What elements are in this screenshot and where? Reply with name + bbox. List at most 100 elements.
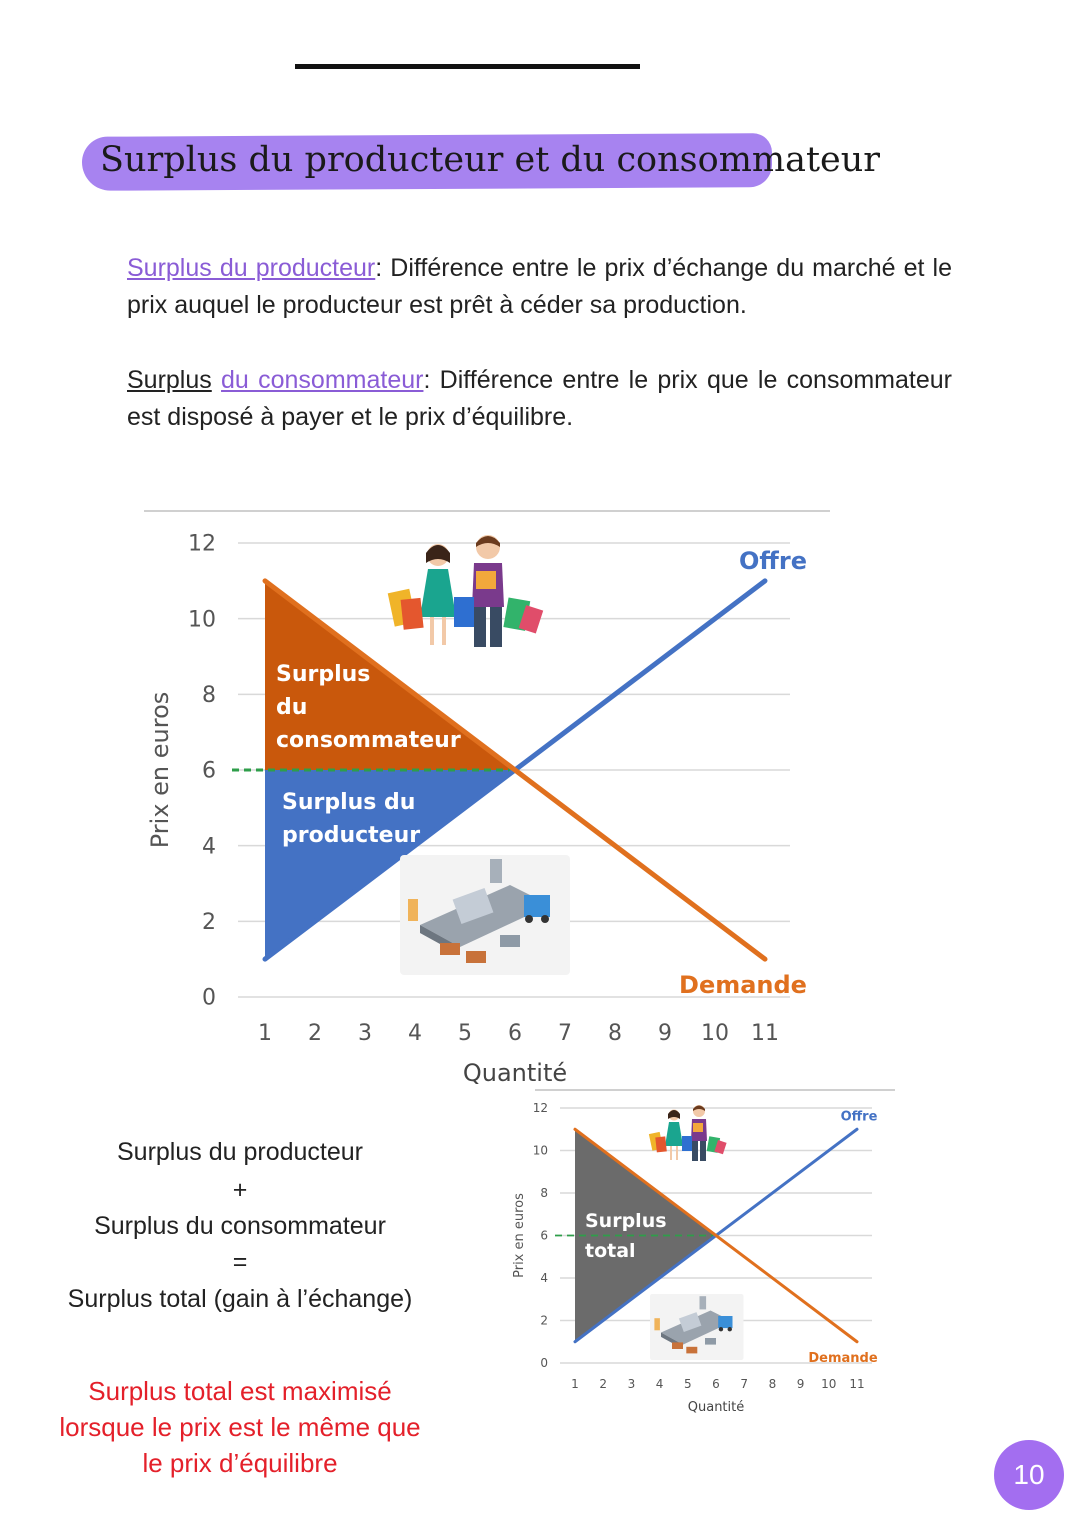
series-line-demande	[573, 1127, 859, 1344]
forklift-wheel	[525, 915, 533, 923]
x-tick-label: 7	[740, 1377, 748, 1391]
x-tick-label: 8	[608, 1021, 622, 1046]
x-tick-label: 9	[797, 1377, 805, 1391]
x-tick-label: 1	[258, 1021, 272, 1046]
area-label-line: producteur	[282, 823, 420, 848]
y-tick-label: 12	[188, 532, 216, 557]
area-label-line: Surplus	[276, 662, 370, 687]
forklift	[524, 895, 550, 917]
conveyor-belt	[661, 1310, 733, 1345]
x-tick-label: 11	[849, 1377, 864, 1391]
conclusion: Surplus total est maximisé lorsque le pr…	[40, 1373, 440, 1481]
y-tick-label: 2	[540, 1314, 548, 1328]
crate	[672, 1342, 683, 1349]
y-axis-label: Prix en euros	[512, 1193, 527, 1278]
consumer-term-2: du consommateur	[221, 366, 424, 394]
man-leg	[692, 1141, 698, 1161]
producer-definition: Surplus du producteur: Différence entre …	[127, 250, 952, 324]
series-label-offre: Offre	[841, 1109, 878, 1124]
series-line-demande	[262, 578, 768, 962]
man-leg	[490, 607, 502, 647]
bag-pink	[714, 1140, 727, 1155]
bag-red	[400, 597, 424, 630]
crate	[440, 943, 460, 955]
conclusion-line-2: lorsque le prix est le même que	[59, 1412, 421, 1442]
consumer-term-1: Surplus	[127, 366, 212, 394]
equation-line-2: Surplus du consommateur	[94, 1212, 386, 1240]
y-tick-label: 8	[202, 683, 216, 708]
surplus-area-0	[265, 580, 515, 770]
man-leg	[700, 1141, 706, 1161]
equation-plus: +	[232, 1176, 248, 1204]
x-tick-label: 4	[408, 1021, 422, 1046]
area-label-line: Surplus du	[282, 790, 415, 815]
y-tick-label: 6	[540, 1229, 548, 1243]
y-tick-label: 12	[533, 1101, 548, 1115]
page-title: Surplus du producteur et du consommateur	[100, 140, 880, 180]
woman-dress	[665, 1122, 683, 1146]
machine-body	[678, 1312, 702, 1332]
conveyor-belt	[420, 885, 550, 947]
x-tick-label: 5	[684, 1377, 692, 1391]
bag-blue	[454, 597, 474, 627]
equation-line-3: Surplus total (gain à l’échange)	[67, 1285, 413, 1313]
conclusion-line-1: Surplus total est maximisé	[88, 1376, 392, 1406]
area-label-line: consommateur	[276, 728, 461, 753]
area-label-line: Surplus	[585, 1210, 667, 1232]
x-tick-label: 6	[712, 1377, 720, 1391]
equation-equals: =	[232, 1248, 248, 1276]
forklift	[718, 1316, 733, 1329]
man-hair	[476, 536, 500, 547]
y-axis-label: Prix en euros	[146, 692, 174, 849]
x-tick-label: 8	[769, 1377, 777, 1391]
y-tick-label: 8	[540, 1186, 548, 1200]
gift-box	[476, 571, 496, 589]
woman-leg	[670, 1146, 672, 1160]
series-label-offre: Offre	[739, 547, 807, 575]
shoppers-illustration	[648, 1105, 727, 1161]
factory-illustration	[650, 1294, 744, 1360]
x-tick-label: 2	[599, 1377, 607, 1391]
bottle	[408, 899, 418, 921]
crate-grey	[500, 935, 520, 947]
bag-pink	[518, 605, 544, 634]
crate	[686, 1346, 698, 1354]
man-leg	[474, 607, 486, 647]
x-tick-label: 3	[628, 1377, 636, 1391]
x-tick-label: 1	[571, 1377, 579, 1391]
bag-blue	[682, 1136, 692, 1151]
area-label-line: du	[276, 695, 307, 720]
page-number: 10	[994, 1440, 1064, 1510]
woman-leg	[430, 617, 434, 645]
y-tick-label: 0	[540, 1356, 548, 1370]
man-hair	[693, 1105, 705, 1111]
factory-illustration	[400, 855, 570, 975]
producer-term: Surplus du producteur	[127, 254, 376, 282]
x-tick-label: 10	[701, 1021, 729, 1046]
y-tick-label: 10	[188, 607, 216, 632]
x-tick-label: 9	[658, 1021, 672, 1046]
area-label-line: total	[585, 1240, 636, 1262]
woman-leg	[442, 617, 446, 645]
y-tick-label: 4	[540, 1271, 548, 1285]
gift-box	[693, 1123, 703, 1132]
forklift-wheel	[727, 1327, 732, 1332]
x-tick-label: 5	[458, 1021, 472, 1046]
robot-arm	[699, 1296, 707, 1310]
y-tick-label: 0	[202, 986, 216, 1011]
x-tick-label: 10	[821, 1377, 836, 1391]
producer-text: : Différence entre le prix d’échange du …	[127, 254, 953, 319]
shoppers-illustration	[387, 535, 544, 647]
bag-red	[655, 1136, 667, 1153]
x-tick-label: 6	[508, 1021, 522, 1046]
machine-body	[452, 887, 494, 925]
y-tick-label: 2	[202, 910, 216, 935]
series-label-demande: Demande	[808, 1351, 877, 1366]
equation-line-1: Surplus du producteur	[117, 1138, 363, 1166]
x-tick-label: 3	[358, 1021, 372, 1046]
woman-hair	[668, 1110, 680, 1119]
x-axis-label: Quantité	[688, 1400, 744, 1415]
y-tick-label: 6	[202, 759, 216, 784]
